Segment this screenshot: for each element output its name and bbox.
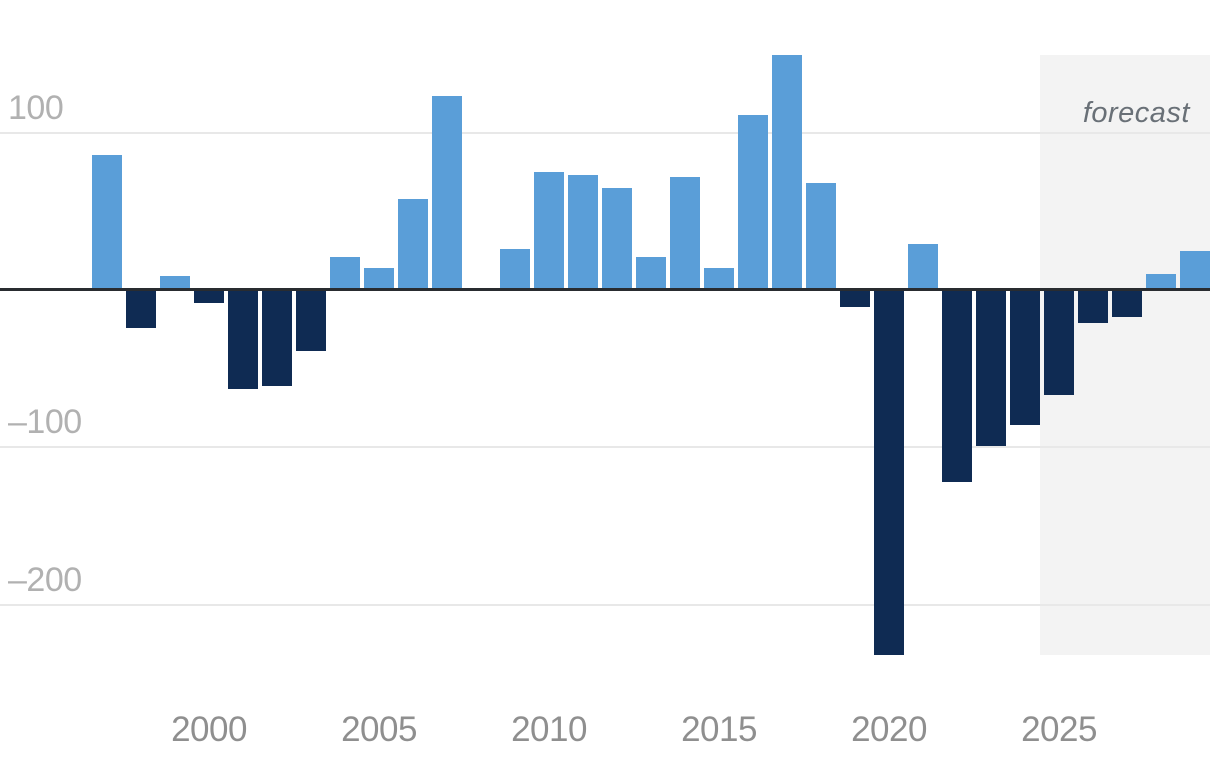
forecast-label: forecast: [1082, 97, 1190, 129]
x-axis-tick-label-2020: 2020: [851, 710, 927, 749]
x-axis-tick-label-2015: 2015: [681, 710, 757, 749]
bar-2004: [330, 256, 360, 290]
bar-2001: [228, 290, 258, 390]
gridline--200: [0, 603, 1210, 606]
x-axis-zero-line: [0, 288, 1210, 291]
x-axis-tick-label-2005: 2005: [341, 710, 417, 749]
bar-2026: [1078, 290, 1108, 324]
gridline--100: [0, 446, 1210, 449]
bar-2025: [1044, 290, 1074, 396]
bar-2013: [636, 256, 666, 290]
bar-2005: [364, 267, 394, 290]
bar-2024: [1010, 290, 1040, 426]
bar-2000: [194, 290, 224, 303]
y-axis-tick-label: 100: [8, 88, 64, 127]
bar-2016: [738, 115, 768, 290]
bar-2018: [806, 182, 836, 290]
bar-2014: [670, 176, 700, 290]
bar-2028: [1146, 274, 1176, 290]
x-axis-tick-label-2010: 2010: [511, 710, 587, 749]
bar-1997: [92, 154, 122, 290]
x-axis-tick-label-2025: 2025: [1021, 710, 1097, 749]
bar-2027: [1112, 290, 1142, 317]
bar-2012: [602, 187, 632, 290]
bar-2011: [568, 175, 598, 290]
bar-2003: [296, 290, 326, 352]
bar-2021: [908, 244, 938, 290]
bar-1998: [126, 290, 156, 328]
bar-2009: [500, 249, 530, 290]
bar-2019: [840, 290, 870, 308]
y-axis-tick-label: –200: [8, 560, 82, 599]
bar-2022: [942, 290, 972, 483]
gridline-100: [0, 131, 1210, 134]
bar-2007: [432, 96, 462, 290]
bar-2020: [874, 290, 904, 656]
bar-2002: [262, 290, 292, 386]
bar-2023: [976, 290, 1006, 446]
bar-2010: [534, 171, 564, 290]
bar-2015: [704, 267, 734, 290]
bar-2006: [398, 198, 428, 290]
bar-2017: [772, 55, 802, 290]
x-axis-tick-label-2000: 2000: [171, 710, 247, 749]
bar-2029: [1180, 250, 1210, 290]
y-axis-tick-label: –100: [8, 403, 82, 442]
bar-1999: [160, 275, 190, 290]
